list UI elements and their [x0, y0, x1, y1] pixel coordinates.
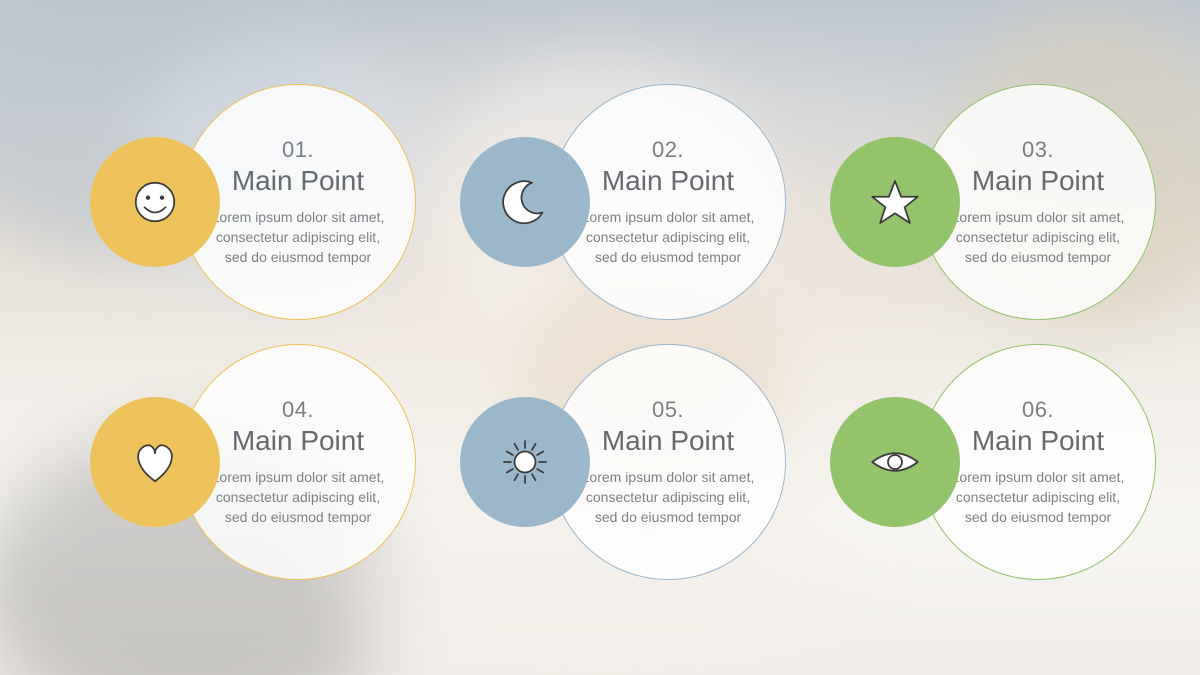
sun-icon [460, 397, 590, 527]
point-body: Lorem ipsum dolor sit amet, consectetur … [579, 467, 757, 528]
point-number: 06. [1022, 397, 1054, 423]
point-title: Main Point [232, 165, 364, 197]
point-body: Lorem ipsum dolor sit amet, consectetur … [579, 207, 757, 268]
point-title: Main Point [602, 165, 734, 197]
point-title: Main Point [602, 425, 734, 457]
point-body: Lorem ipsum dolor sit amet, consectetur … [209, 207, 387, 268]
point-number: 02. [652, 137, 684, 163]
heart-icon [90, 397, 220, 527]
point-number: 03. [1022, 137, 1054, 163]
smile-icon [90, 137, 220, 267]
moon-icon [460, 137, 590, 267]
point-body: Lorem ipsum dolor sit amet, consectetur … [949, 207, 1127, 268]
point-title: Main Point [232, 425, 364, 457]
infographic-stage: 01. Main Point Lorem ipsum dolor sit ame… [0, 0, 1200, 675]
point-number: 04. [282, 397, 314, 423]
point-number: 05. [652, 397, 684, 423]
eye-icon [830, 397, 960, 527]
point-title: Main Point [972, 425, 1104, 457]
point-number: 01. [282, 137, 314, 163]
star-icon [830, 137, 960, 267]
point-body: Lorem ipsum dolor sit amet, consectetur … [949, 467, 1127, 528]
point-title: Main Point [972, 165, 1104, 197]
point-body: Lorem ipsum dolor sit amet, consectetur … [209, 467, 387, 528]
